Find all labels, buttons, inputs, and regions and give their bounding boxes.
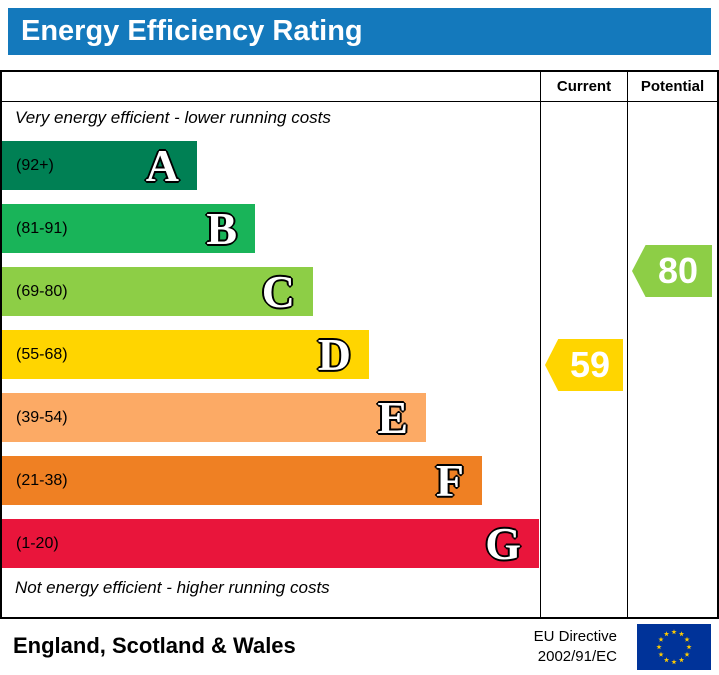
eu-directive-line2: 2002/91/EC <box>537 648 617 665</box>
band-letter: D <box>317 328 351 380</box>
bottom-note: Not energy efficient - higher running co… <box>15 578 330 597</box>
band-range-label: (1-20) <box>16 534 59 552</box>
band-letter: A <box>145 139 179 191</box>
band-range-label: (39-54) <box>16 408 68 426</box>
eu-flag-icon <box>637 624 711 670</box>
band-letter: E <box>377 391 408 443</box>
top-note: Very energy efficient - lower running co… <box>15 108 331 127</box>
band-letter: B <box>206 202 237 254</box>
band-range-label: (55-68) <box>16 345 68 363</box>
footer: England, Scotland & Wales EU Directive 2… <box>0 619 719 675</box>
band-letter: F <box>435 454 464 506</box>
band-range-label: (92+) <box>16 156 54 174</box>
eu-directive-line1: EU Directive <box>533 628 617 645</box>
current-rating-value: 59 <box>569 344 611 385</box>
band-range-label: (21-38) <box>16 471 68 489</box>
band-letter: G <box>485 517 521 569</box>
current-column-header: Current <box>556 78 612 95</box>
band-f: (21-38) F <box>2 456 482 505</box>
current-rating-arrow: 59 <box>545 339 623 391</box>
band-range-label: (81-91) <box>16 219 68 237</box>
title-bar: Energy Efficiency Rating <box>8 8 711 55</box>
current-column-divider <box>540 72 541 617</box>
band-c: (69-80) C <box>2 267 313 316</box>
band-e: (39-54) E <box>2 393 426 442</box>
potential-column-header: Potential <box>640 78 705 95</box>
eu-directive-label: EU Directive 2002/91/EC <box>534 627 617 667</box>
header-divider <box>2 101 717 102</box>
potential-rating-arrow: 80 <box>632 245 712 297</box>
potential-column-divider <box>627 72 628 617</box>
rating-chart: Current Potential Very energy efficient … <box>0 70 719 619</box>
band-b: (81-91) B <box>2 204 255 253</box>
potential-rating-value: 80 <box>657 250 699 291</box>
band-a: (92+) A <box>2 141 197 190</box>
band-letter: C <box>261 265 295 317</box>
band-range-label: (69-80) <box>16 282 68 300</box>
page-title: Energy Efficiency Rating <box>21 15 363 47</box>
band-d: (55-68) D <box>2 330 369 379</box>
region-label: England, Scotland & Wales <box>13 633 296 658</box>
band-g: (1-20) G <box>2 519 539 568</box>
